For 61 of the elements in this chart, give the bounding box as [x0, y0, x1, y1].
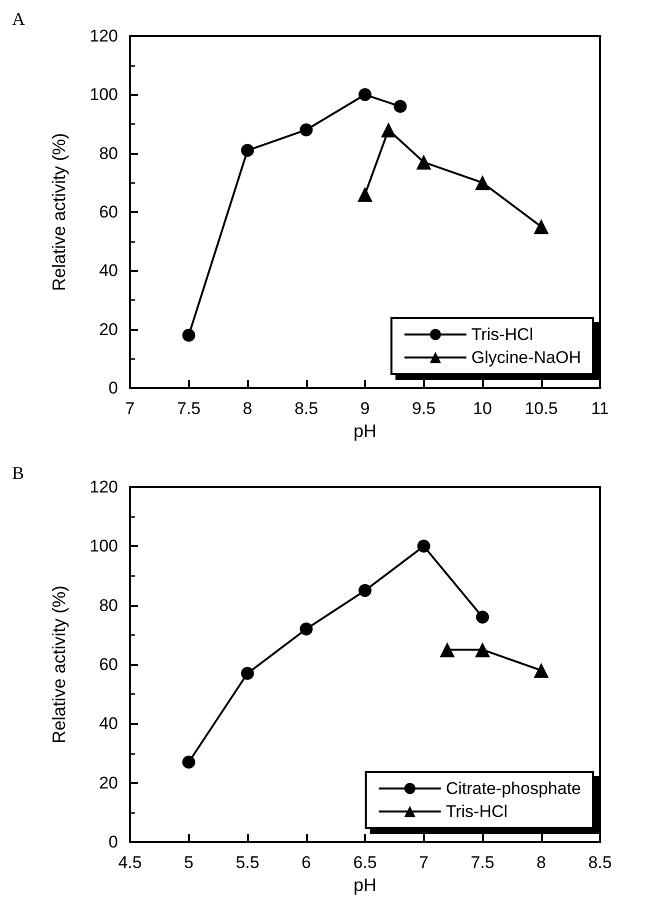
x-tick-label: 8	[536, 853, 546, 872]
point	[475, 642, 490, 658]
point	[534, 219, 549, 234]
point	[241, 666, 254, 680]
point	[534, 662, 549, 678]
x-tick-label: 10.5	[524, 399, 558, 418]
legend-label: Glycine-NaOH	[471, 348, 582, 367]
y-tick-label: 100	[90, 536, 118, 556]
y-tick-label: 40	[99, 261, 118, 280]
legend-label: Tris-HCl	[446, 802, 508, 821]
y-tick-label: 0	[108, 832, 118, 852]
x-tick-label: 5	[184, 853, 194, 872]
y-tick-label: 0	[108, 378, 118, 398]
point	[416, 154, 432, 170]
y-tick-label: 60	[99, 202, 118, 222]
x-tick-label: 7.5	[470, 853, 494, 872]
y-tick-label: 100	[90, 85, 118, 104]
point	[182, 756, 196, 769]
y-tick-label: 20	[99, 320, 118, 339]
x-tick-label: 6	[302, 853, 311, 872]
point	[440, 642, 455, 658]
point	[358, 584, 372, 598]
x-tick-label: 10	[473, 399, 492, 418]
x-tick-label: 7	[125, 399, 135, 418]
x-tick-label: 4.5	[118, 853, 142, 872]
x-tick-label: 8	[242, 399, 252, 418]
y-tick-label: 20	[99, 773, 118, 792]
x-tick-label: 8.5	[294, 399, 318, 418]
text: A	[12, 9, 25, 29]
y-tick-label: 120	[90, 26, 118, 46]
point	[300, 622, 313, 636]
point	[300, 123, 313, 136]
point	[476, 610, 489, 624]
legend-label: Citrate-phosphate	[446, 779, 582, 798]
x-tick-label: 6.5	[353, 853, 377, 872]
x-tick-label: 8.5	[588, 853, 612, 872]
y-tick-label: 40	[99, 714, 118, 734]
legend-label: Tris-HCl	[471, 325, 534, 344]
point	[475, 175, 490, 190]
y-tick-label: 120	[90, 478, 118, 496]
point	[358, 88, 372, 102]
point	[394, 100, 407, 113]
x-tick-label: 9	[360, 399, 370, 418]
x-tick-label: 7.5	[176, 399, 201, 418]
point	[417, 540, 430, 553]
x-axis-title: pH	[353, 420, 377, 441]
point	[381, 122, 396, 138]
x-axis-title: pH	[353, 874, 377, 895]
y-axis-title: Relative activity (%)	[49, 585, 69, 744]
y-axis-title: Relative activity (%)	[49, 132, 69, 292]
y-tick-label: 80	[99, 596, 118, 615]
y-tick-label: 60	[99, 655, 118, 674]
point	[358, 186, 372, 202]
point	[241, 144, 254, 157]
x-tick-label: 5.5	[236, 853, 260, 872]
x-tick-label: 7	[419, 853, 428, 872]
x-tick-label: 11	[591, 399, 609, 418]
text: B	[12, 463, 24, 483]
y-tick-label: 80	[99, 144, 118, 163]
x-tick-label: 9.5	[412, 399, 436, 418]
point	[182, 328, 196, 342]
